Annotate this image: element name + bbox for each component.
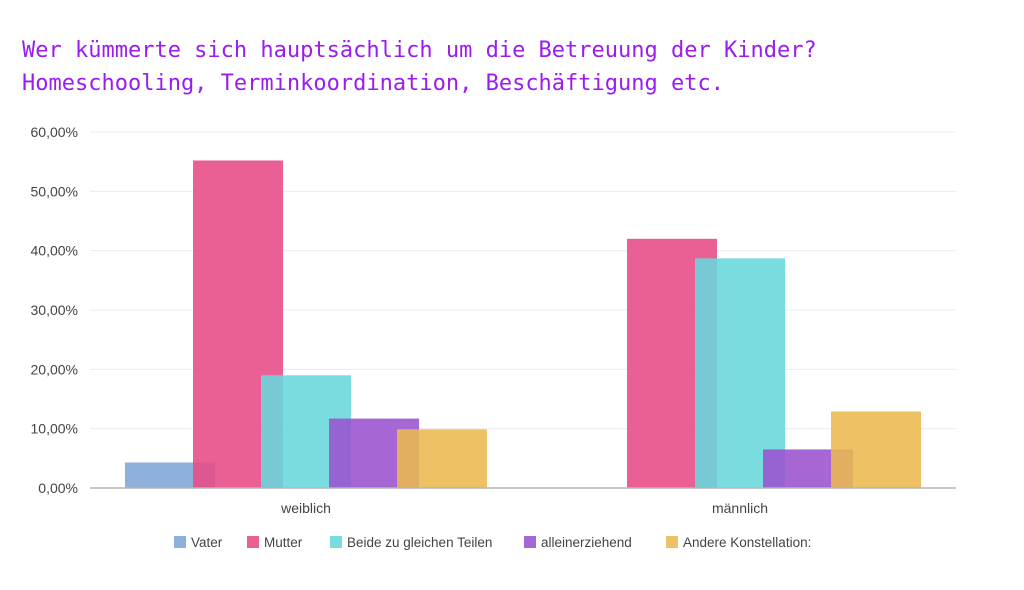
legend-swatch bbox=[247, 536, 259, 548]
y-tick-label: 60,00% bbox=[31, 124, 78, 140]
legend-label: Mutter bbox=[264, 535, 303, 550]
legend-swatch bbox=[330, 536, 342, 548]
y-tick-label: 20,00% bbox=[31, 361, 78, 377]
legend-swatch bbox=[524, 536, 536, 548]
y-tick-label: 10,00% bbox=[31, 421, 78, 437]
y-tick-label: 50,00% bbox=[31, 183, 78, 199]
y-tick-label: 0,00% bbox=[38, 480, 78, 496]
legend: Vater Mutter Beide zu gleichen Teilen allei… bbox=[174, 535, 811, 550]
legend-swatch bbox=[666, 536, 678, 548]
chart-title: Wer kümmerte sich hauptsächlich um die B… bbox=[22, 34, 817, 100]
legend-swatch bbox=[174, 536, 186, 548]
legend-label: Beide zu gleichen Teilen bbox=[347, 535, 492, 550]
chart-title-line-1: Wer kümmerte sich hauptsächlich um die B… bbox=[22, 38, 817, 63]
x-category-label: männlich bbox=[712, 500, 768, 516]
y-tick-label: 30,00% bbox=[31, 302, 78, 318]
bars bbox=[125, 160, 921, 489]
legend-label: alleinerziehend bbox=[541, 535, 632, 550]
legend-label: Vater bbox=[191, 535, 223, 550]
y-axis-ticks: 0,00% 10,00% 20,00% 30,00% 40,00% 50,00% 60,00… bbox=[31, 124, 78, 496]
bar-5-männlich bbox=[831, 411, 921, 488]
x-axis-categories: weiblich männlich bbox=[280, 500, 768, 516]
bar-5-weiblich bbox=[397, 429, 487, 488]
x-category-label: weiblich bbox=[280, 500, 331, 516]
y-tick-label: 40,00% bbox=[31, 243, 78, 259]
legend-label: Andere Konstellation: bbox=[683, 535, 811, 550]
chart-title-line-2: Homeschooling, Terminkoordination, Besch… bbox=[22, 71, 724, 96]
